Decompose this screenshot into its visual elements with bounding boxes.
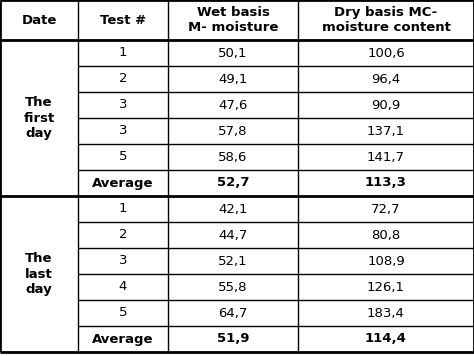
Text: 51,9: 51,9 <box>217 333 249 346</box>
Text: 1: 1 <box>119 47 127 59</box>
Text: 1: 1 <box>119 203 127 215</box>
Text: Average: Average <box>92 177 154 189</box>
Text: The
first
day: The first day <box>23 96 55 140</box>
Text: 3: 3 <box>119 255 127 267</box>
Text: 57,8: 57,8 <box>218 125 248 137</box>
Text: Test #: Test # <box>100 14 146 26</box>
Text: 90,9: 90,9 <box>371 99 401 111</box>
Text: 126,1: 126,1 <box>367 281 405 293</box>
Text: 49,1: 49,1 <box>219 73 248 85</box>
Text: 55,8: 55,8 <box>218 281 248 293</box>
Text: 44,7: 44,7 <box>219 229 248 241</box>
Text: 47,6: 47,6 <box>219 99 248 111</box>
Text: 137,1: 137,1 <box>367 125 405 137</box>
Text: Average: Average <box>92 333 154 346</box>
Text: 58,6: 58,6 <box>219 151 248 163</box>
Text: 100,6: 100,6 <box>367 47 405 59</box>
Text: 50,1: 50,1 <box>218 47 248 59</box>
Text: 42,1: 42,1 <box>218 203 248 215</box>
Text: 80,8: 80,8 <box>371 229 401 241</box>
Text: 141,7: 141,7 <box>367 151 405 163</box>
Text: 5: 5 <box>119 307 127 319</box>
Text: 3: 3 <box>119 125 127 137</box>
Text: 64,7: 64,7 <box>219 307 248 319</box>
Text: 4: 4 <box>119 281 127 293</box>
Text: 72,7: 72,7 <box>371 203 401 215</box>
Text: 2: 2 <box>119 73 127 85</box>
Text: 113,3: 113,3 <box>365 177 407 189</box>
Text: 52,1: 52,1 <box>218 255 248 267</box>
Text: 2: 2 <box>119 229 127 241</box>
Text: 3: 3 <box>119 99 127 111</box>
Text: 114,4: 114,4 <box>365 333 407 346</box>
Text: Dry basis MC-
moisture content: Dry basis MC- moisture content <box>321 6 450 34</box>
Text: Wet basis
M- moisture: Wet basis M- moisture <box>188 6 278 34</box>
Text: Date: Date <box>21 14 57 26</box>
Text: 183,4: 183,4 <box>367 307 405 319</box>
Text: 96,4: 96,4 <box>371 73 401 85</box>
Text: The
last
day: The last day <box>25 252 53 295</box>
Text: 52,7: 52,7 <box>217 177 249 189</box>
Text: 108,9: 108,9 <box>367 255 405 267</box>
Text: 5: 5 <box>119 151 127 163</box>
